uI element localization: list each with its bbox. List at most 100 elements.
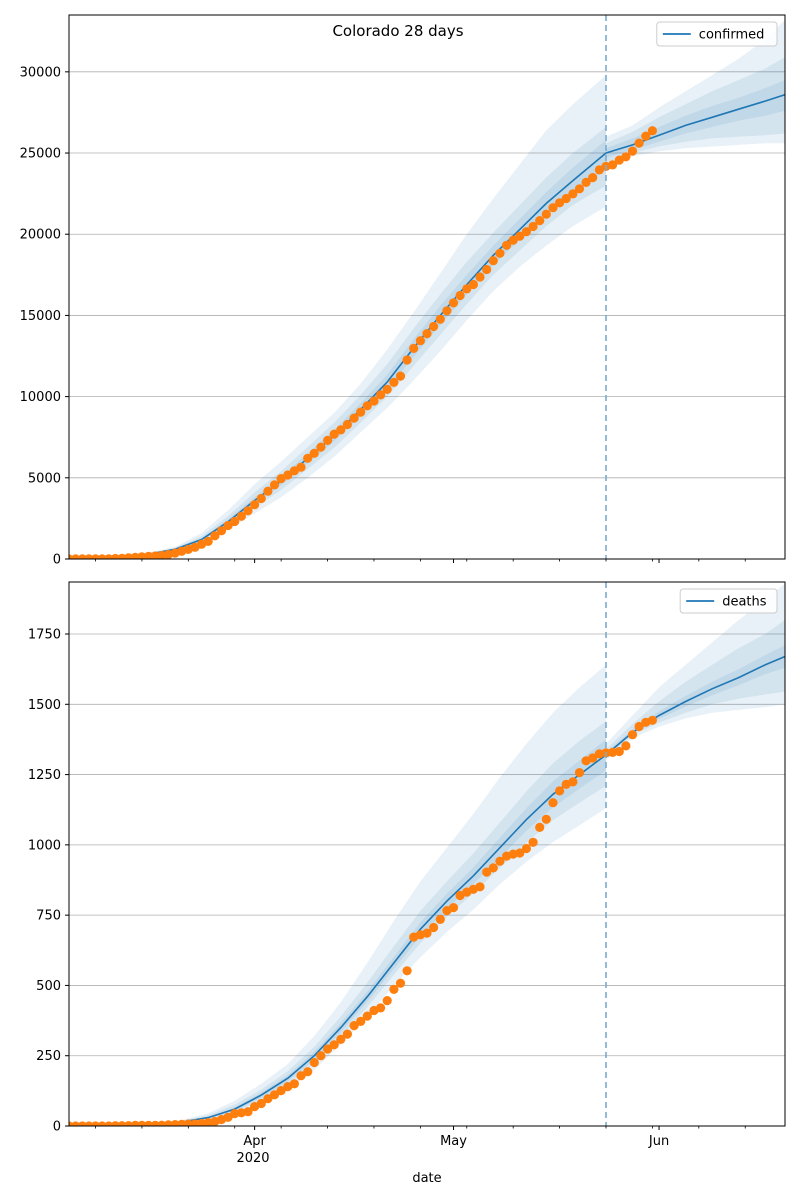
observed-point [608, 160, 618, 170]
y-tick-label: 5000 [28, 471, 61, 486]
observed-point [336, 425, 346, 435]
axes-frame [68, 581, 786, 1127]
legend: deaths [679, 588, 778, 614]
observed-point [395, 978, 406, 988]
legend-label: confirmed [699, 28, 765, 43]
observed-point [634, 138, 644, 148]
observed-point [402, 355, 412, 365]
legend-box [656, 21, 778, 47]
plot-area [69, 19, 785, 559]
observed-point [515, 848, 525, 858]
observed-point [495, 856, 505, 866]
observed-point [376, 390, 386, 400]
observed-point [329, 429, 339, 439]
observed-point [356, 407, 366, 417]
observed-point [402, 966, 412, 976]
observed-point [289, 1079, 299, 1089]
y-tick-label: 500 [36, 979, 61, 994]
observed-point [382, 996, 392, 1006]
observed-point [515, 231, 525, 241]
observed-point [435, 914, 445, 925]
observed-point [250, 500, 260, 510]
observed-point [409, 343, 419, 353]
legend: confirmed [656, 21, 778, 47]
observed-point [541, 209, 551, 219]
observed-point [356, 1016, 366, 1026]
observed-point [647, 126, 658, 136]
observed-point [535, 216, 545, 226]
observed-point [309, 1057, 319, 1068]
observed-point [627, 146, 638, 156]
observed-point [203, 1118, 213, 1126]
observed-point [395, 371, 406, 381]
observed-point [462, 284, 472, 294]
observed-point [230, 1109, 240, 1119]
observed-point [389, 984, 399, 995]
observed-point [230, 516, 240, 527]
observed-point [488, 863, 498, 873]
observed-point [422, 928, 432, 938]
y-tick-label: 1250 [28, 768, 61, 783]
observed-point [608, 747, 618, 758]
legend-label: deaths [722, 595, 767, 610]
observed-point [369, 396, 379, 406]
observed-point [641, 131, 651, 141]
observed-point [349, 1021, 359, 1031]
observed-point [216, 526, 227, 536]
observed-point [236, 511, 246, 521]
observed-point [442, 306, 452, 316]
y-tick-label: 15000 [20, 309, 61, 324]
y-tick-label: 1000 [28, 838, 61, 853]
observed-point [468, 279, 478, 290]
observed-point [647, 715, 658, 725]
observed-point [528, 837, 538, 847]
observed-point [555, 786, 565, 796]
observed-point [376, 1003, 386, 1013]
observed-point [336, 1034, 346, 1044]
y-tick-label: 30000 [20, 65, 61, 80]
observed-point [621, 741, 631, 751]
observed-point [269, 480, 280, 490]
observed-point [455, 290, 465, 301]
observed-point [276, 1086, 286, 1096]
y-tick-label: 0 [53, 1120, 61, 1135]
observed-point [223, 520, 233, 531]
deaths-panel: 0 250 500 750 1000 1250 1500 1750 Apr May Jun death… [28, 581, 786, 1149]
plot-area [69, 583, 785, 1126]
x-tick-label: Apr [243, 1134, 266, 1149]
observed-point [581, 177, 591, 187]
observed-point [488, 256, 498, 266]
observed-point [263, 486, 273, 496]
observed-point [574, 768, 585, 778]
y-tick-label: 25000 [20, 147, 61, 162]
observed-point [283, 470, 293, 480]
observed-point [448, 298, 459, 308]
observed-point [475, 882, 485, 892]
observed-point [502, 240, 512, 250]
legend-box [679, 588, 778, 614]
uncertainty-band [69, 664, 606, 1126]
uncertainty-band [606, 57, 785, 163]
observed-point [521, 843, 532, 854]
figure-title: Colorado 28 days [332, 22, 463, 40]
observed-point [574, 184, 585, 194]
observed-point [588, 173, 598, 183]
observed-point [561, 193, 571, 204]
observed-point [303, 1067, 313, 1077]
observed-point [256, 493, 266, 504]
observed-point [243, 506, 253, 516]
observed-point [323, 1044, 333, 1054]
observed-point [528, 221, 538, 232]
observed-point [296, 462, 306, 472]
observed-point [389, 377, 399, 387]
y-tick-label: 750 [36, 909, 61, 924]
observed-point [475, 272, 485, 282]
observed-point [634, 721, 644, 732]
y-tick-label: 20000 [20, 228, 61, 243]
y-tick-label: 0 [53, 553, 61, 568]
confirmed-panel: 0 5000 10000 15000 20000 25000 30000 confirmed [20, 14, 786, 568]
observed-point [548, 798, 558, 808]
observed-point [269, 1090, 280, 1100]
x-axis-label: date [412, 1171, 441, 1186]
